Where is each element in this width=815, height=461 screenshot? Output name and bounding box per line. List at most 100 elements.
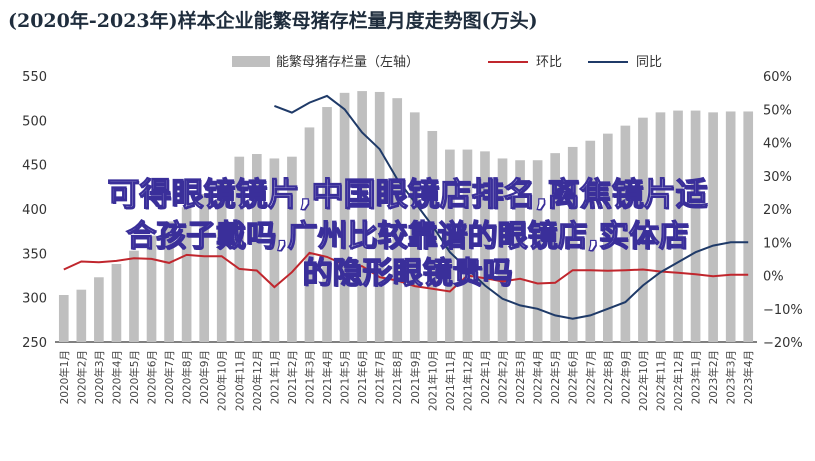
x-tick-0: 2020年1月 — [58, 350, 71, 404]
x-tick-20: 2021年9月 — [409, 350, 422, 404]
bar-26 — [515, 160, 525, 342]
x-tick-8: 2020年9月 — [198, 350, 211, 404]
x-tick-17: 2021年6月 — [356, 350, 369, 404]
bar-0 — [58, 295, 69, 342]
x-tick-28: 2022年5月 — [549, 350, 562, 404]
left-tick-3: 400 — [22, 203, 47, 218]
x-tick-39: 2023年4月 — [742, 350, 755, 404]
right-tick-7: −10% — [763, 303, 803, 318]
line-mom — [63, 251, 749, 293]
bar-8 — [199, 193, 210, 342]
overlay-line-3: 的隐形眼镜贵吗 — [302, 255, 513, 291]
line-series — [63, 94, 749, 320]
x-tick-16: 2021年5月 — [339, 350, 352, 404]
left-axis-ticks: 550 500 450 400 350 300 250 — [22, 70, 47, 351]
right-tick-6: 0% — [763, 270, 784, 285]
bar-31 — [602, 133, 613, 342]
bar-38 — [725, 111, 736, 342]
bar-23 — [462, 149, 473, 342]
right-tick-3: 30% — [763, 170, 792, 185]
x-tick-38: 2023年3月 — [725, 350, 738, 404]
x-tick-26: 2022年3月 — [514, 350, 527, 404]
bar-22 — [445, 149, 455, 342]
x-tick-14: 2021年3月 — [303, 350, 316, 404]
x-tick-30: 2022年7月 — [584, 350, 597, 404]
x-tick-6: 2020年7月 — [163, 350, 176, 404]
bar-32 — [620, 125, 631, 342]
bar-35 — [673, 110, 683, 342]
bar-12 — [269, 158, 280, 342]
bar-33 — [638, 117, 648, 342]
legend-label-bar: 能繁母猪存栏量（左轴） — [276, 54, 419, 70]
left-tick-6: 250 — [22, 336, 47, 351]
bar-18 — [374, 91, 385, 343]
bar-28 — [550, 153, 561, 342]
bar-13 — [287, 156, 297, 342]
x-axis-ticks: 2020年1月 2020年2月 2020年3月 2020年4月 2020年5月 2020年… — [58, 350, 755, 411]
overlay-line-2: 合孩子戴吗,广州比较靠谱的眼镜店,实体店 — [125, 218, 689, 254]
x-tick-2: 2020年3月 — [93, 350, 106, 404]
bar-6 — [164, 221, 174, 342]
x-tick-33: 2022年10月 — [637, 350, 650, 411]
x-tick-4: 2020年5月 — [128, 350, 141, 404]
overlay-line-1: 可得眼镜镜片,中国眼镜店排名,离焦镜片适 — [107, 175, 709, 213]
right-axis-ticks: 60% 50% 40% 30% 20% 10% 0% −10% −20% — [763, 70, 803, 351]
legend-swatch-bar — [232, 56, 270, 67]
bar-9 — [216, 180, 227, 342]
bar-36 — [690, 110, 701, 342]
x-tick-10: 2020年11月 — [233, 350, 246, 411]
bar-29 — [567, 146, 578, 342]
bar-16 — [339, 92, 350, 342]
x-tick-3: 2020年4月 — [110, 350, 123, 404]
bar-5 — [146, 235, 157, 342]
left-tick-0: 550 — [22, 70, 47, 85]
x-tick-22: 2021年11月 — [444, 350, 457, 411]
x-tick-27: 2022年4月 — [532, 350, 545, 404]
x-tick-1: 2020年2月 — [75, 350, 88, 404]
bar-11 — [251, 154, 262, 342]
right-tick-8: −20% — [763, 336, 803, 351]
x-tick-21: 2021年10月 — [426, 350, 439, 411]
x-tick-5: 2020年6月 — [146, 350, 159, 404]
bar-10 — [234, 156, 245, 342]
x-tick-24: 2022年1月 — [479, 350, 492, 404]
right-tick-0: 60% — [763, 70, 792, 85]
bar-14 — [304, 127, 315, 342]
legend-label-mom: 环比 — [536, 55, 562, 70]
bar-37 — [708, 112, 718, 342]
x-tick-13: 2021年2月 — [286, 350, 299, 404]
legend: 能繁母猪存栏量（左轴） 环比 同比 — [232, 54, 662, 70]
left-tick-5: 300 — [22, 292, 47, 307]
x-tick-7: 2020年8月 — [181, 350, 194, 404]
bar-39 — [743, 111, 754, 342]
bar-19 — [392, 98, 403, 343]
x-tick-23: 2021年12月 — [461, 350, 474, 411]
line-yoy — [274, 94, 749, 320]
x-tick-32: 2022年9月 — [619, 350, 632, 404]
x-tick-36: 2023年1月 — [690, 350, 703, 404]
bar-2 — [94, 277, 104, 342]
bar-7 — [181, 207, 192, 342]
bar-1 — [76, 289, 87, 342]
bar-17 — [357, 91, 367, 342]
x-tick-15: 2021年4月 — [321, 350, 334, 404]
bar-15 — [322, 107, 332, 343]
right-tick-5: 10% — [763, 236, 792, 251]
bar-20 — [409, 112, 420, 342]
bar-27 — [532, 160, 543, 342]
x-tick-18: 2021年7月 — [374, 350, 387, 404]
x-tick-31: 2022年8月 — [602, 350, 615, 404]
x-tick-11: 2020年12月 — [251, 350, 264, 411]
legend-label-yoy: 同比 — [636, 55, 662, 70]
bar-series — [58, 91, 754, 343]
x-tick-34: 2022年11月 — [654, 350, 667, 411]
chart-title: (2020年-2023年)样本企业能繁母猪存栏量月度走势图(万头) — [8, 10, 538, 32]
bar-25 — [497, 158, 508, 342]
x-tick-25: 2022年2月 — [497, 350, 510, 404]
bar-3 — [111, 263, 122, 342]
bar-34 — [655, 112, 666, 342]
x-tick-19: 2021年8月 — [391, 350, 404, 404]
right-tick-2: 40% — [763, 137, 792, 152]
bar-4 — [129, 250, 139, 342]
